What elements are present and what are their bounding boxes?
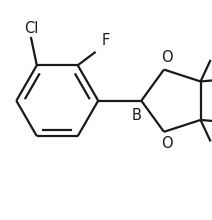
Text: Cl: Cl — [24, 20, 38, 35]
Text: B: B — [132, 108, 142, 123]
Text: O: O — [161, 50, 173, 65]
Text: O: O — [161, 136, 173, 151]
Text: F: F — [102, 33, 110, 48]
